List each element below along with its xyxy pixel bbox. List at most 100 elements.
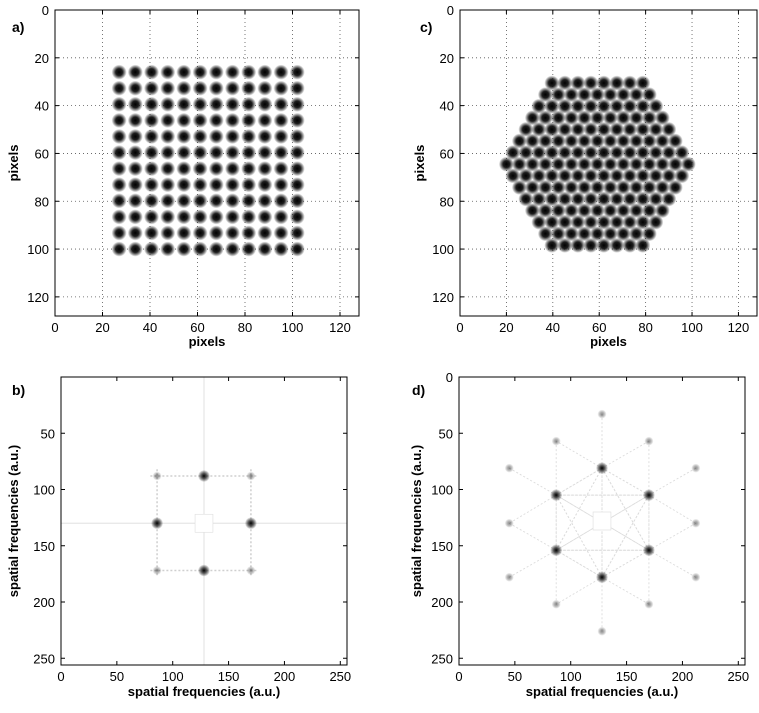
- axes-frame: [54, 9, 360, 317]
- lattice-dot: [144, 209, 160, 225]
- y-tick-label: 80: [35, 194, 49, 209]
- lattice-dot: [667, 156, 683, 172]
- lattice-dot: [176, 193, 192, 209]
- lattice-dot: [583, 121, 599, 137]
- lattice-dot: [557, 168, 573, 184]
- lattice-dot: [622, 168, 638, 184]
- lattice-dot: [192, 145, 208, 161]
- lattice-dot: [224, 128, 240, 144]
- lattice-dot: [111, 80, 127, 96]
- lattice-dot: [144, 96, 160, 112]
- panel-c: 0 20 40 60 80 100 120020406080100120pixelspixe…: [412, 3, 758, 349]
- y-tick-label: 200: [431, 595, 453, 610]
- lattice-dot: [641, 156, 657, 172]
- lattice-dot: [257, 177, 273, 193]
- lattice-dot: [111, 209, 127, 225]
- x-tick-label: 0: [51, 320, 58, 335]
- lattice-dot: [537, 110, 553, 126]
- lattice-dot: [257, 225, 273, 241]
- y-tick-label: 20: [35, 51, 49, 66]
- lattice-dot: [583, 237, 599, 253]
- x-tick-label: 50: [508, 669, 522, 684]
- x-tick-label: 120: [728, 320, 750, 335]
- lattice-dot: [160, 64, 176, 80]
- lattice-dot: [127, 241, 143, 257]
- lattice-dot: [628, 133, 644, 149]
- lattice-dot: [550, 203, 566, 219]
- lattice-dot: [596, 237, 612, 253]
- lattice-dot: [648, 168, 664, 184]
- y-tick-label: 60: [35, 146, 49, 161]
- panel-label: a): [12, 19, 24, 35]
- lattice-dot: [648, 191, 664, 207]
- fft-peak: [644, 436, 654, 446]
- y-tick-label: 200: [33, 595, 55, 610]
- lattice-dot: [208, 177, 224, 193]
- lattice-dot: [544, 168, 560, 184]
- lattice-dot: [241, 96, 257, 112]
- lattice-dot: [176, 225, 192, 241]
- fft-peak: [691, 463, 701, 473]
- lattice-dot: [635, 237, 651, 253]
- lattice-dot: [127, 145, 143, 161]
- lattice-dot: [273, 96, 289, 112]
- fft-streak: [601, 549, 650, 578]
- fft-peak: [550, 544, 563, 557]
- x-tick-label: 150: [218, 669, 240, 684]
- fft-peak: [504, 463, 514, 473]
- lattice-dot: [583, 214, 599, 230]
- lattice-dot: [628, 156, 644, 172]
- lattice-dot: [537, 179, 553, 195]
- lattice-dot: [576, 179, 592, 195]
- lattice-dot: [635, 121, 651, 137]
- lattice-dot: [208, 128, 224, 144]
- y-tick-label: 120: [27, 290, 49, 305]
- lattice-dot: [224, 193, 240, 209]
- x-tick-label: 20: [95, 320, 109, 335]
- lattice-dot: [289, 241, 305, 257]
- lattice-dot: [208, 209, 224, 225]
- lattice-dot: [667, 179, 683, 195]
- lattice-dot: [498, 156, 514, 172]
- lattice-dot: [224, 96, 240, 112]
- fft-streak: [601, 467, 650, 496]
- lattice-dot: [111, 64, 127, 80]
- lattice-dot: [635, 191, 651, 207]
- lattice-dot: [537, 203, 553, 219]
- lattice-dot: [531, 98, 547, 114]
- lattice-dot: [208, 80, 224, 96]
- lattice-dot: [557, 237, 573, 253]
- lattice-dot: [257, 128, 273, 144]
- lattice-dot: [224, 241, 240, 257]
- fft-streak: [648, 522, 697, 551]
- lattice-dot: [127, 128, 143, 144]
- lattice-dot: [615, 226, 631, 242]
- lattice-dot: [615, 110, 631, 126]
- lattice-dot: [176, 209, 192, 225]
- fft-streak: [601, 576, 650, 605]
- lattice-dot: [674, 168, 690, 184]
- x-axis-label: pixels: [590, 334, 627, 349]
- y-tick-label: 0: [446, 370, 453, 385]
- x-tick-label: 0: [455, 669, 462, 684]
- lattice-dot: [609, 75, 625, 91]
- lattice-dot: [127, 177, 143, 193]
- panel-label: b): [12, 382, 25, 398]
- lattice-dot: [557, 98, 573, 114]
- lattice-dot: [289, 145, 305, 161]
- lattice-dot: [615, 203, 631, 219]
- axes-frame: [458, 376, 746, 666]
- lattice-dot: [257, 64, 273, 80]
- lattice-dot: [576, 87, 592, 103]
- lattice-dot: [273, 161, 289, 177]
- fft-streak: [509, 549, 557, 578]
- lattice-dot: [127, 161, 143, 177]
- lattice-dot: [609, 237, 625, 253]
- lattice-dot: [111, 177, 127, 193]
- fft-streak: [648, 549, 697, 578]
- lattice-dot: [596, 98, 612, 114]
- lattice-dot: [589, 179, 605, 195]
- lattice-dot: [208, 145, 224, 161]
- fft-peak: [246, 566, 256, 575]
- y-tick-label: 150: [33, 539, 55, 554]
